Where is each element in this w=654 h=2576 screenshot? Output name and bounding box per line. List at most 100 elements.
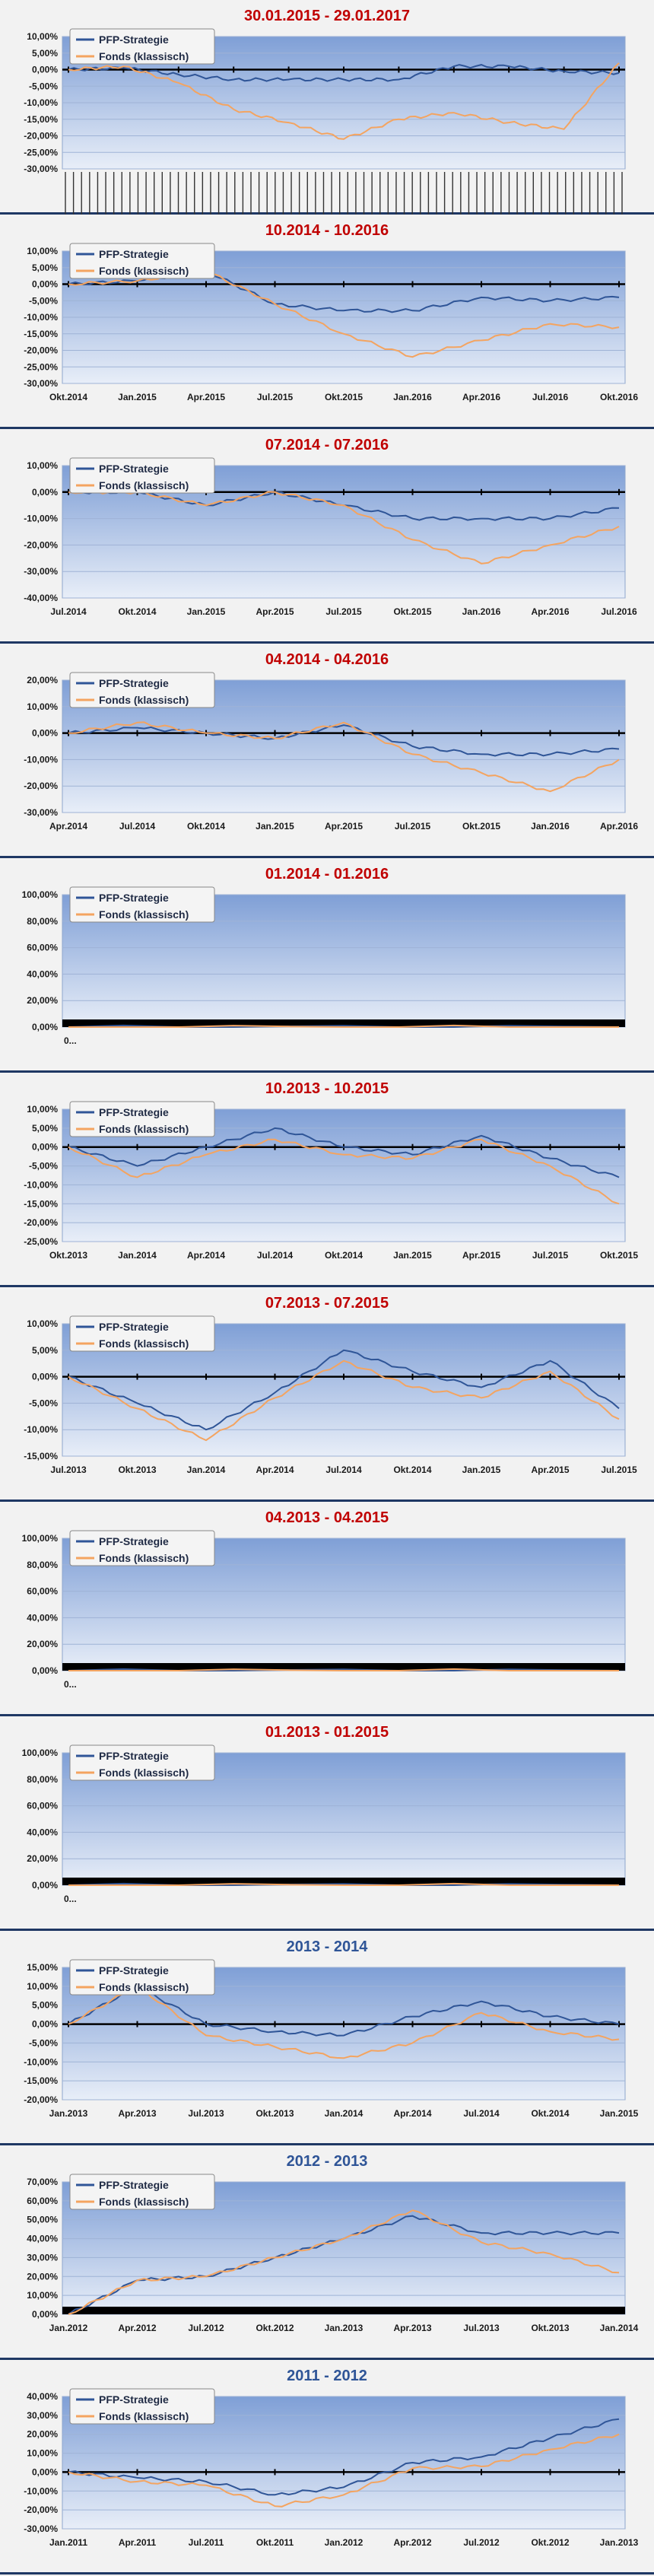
legend: PFP-Strategie Fonds (klassisch) [69,28,215,65]
y-tick-label: 0,00% [32,2309,58,2320]
y-tick-label: 10,00% [27,701,58,712]
x-tick-label: Apr.2015 [187,392,225,402]
x-tick-label: Okt.2014 [118,606,156,617]
legend-box [69,672,215,708]
series-line-pfp-strategie [68,64,620,82]
y-tick-label: -30,00% [24,807,58,818]
legend: PFP-Strategie Fonds (klassisch) [69,2174,215,2210]
y-tick-label: 0,00% [32,728,58,739]
y-tick-label: 10,00% [27,1104,58,1115]
y-tick-label: 80,00% [27,916,58,927]
y-tick-label: -10,00% [24,1424,58,1435]
y-tick-label: 0,00% [32,279,58,290]
chart-svg: 100,00% 80,00% 60,00% 40,00% 20,00% 0,00% 0...… [22,886,626,1046]
legend-label: Fonds (klassisch) [99,1552,189,1564]
x-tick-label: 0... [64,1894,77,1904]
x-tick-label: Jul.2013 [188,2108,224,2119]
x-tick-label: Apr.2014 [256,1465,294,1475]
y-tick-label: -40,00% [24,593,58,603]
y-tick-label: 5,00% [32,1345,58,1356]
y-tick-label: -20,00% [24,781,58,791]
x-tick-label: 0... [64,1035,77,1046]
y-tick-label: 100,00% [22,1748,59,1758]
x-tick-label: Apr.2013 [393,2323,431,2333]
y-tick-label: 30,00% [27,2410,58,2421]
y-tick-label: -30,00% [24,566,58,577]
chart-svg: 10,00% 5,00% 0,00% -5,00% -10,00% -15,00% -20,… [24,28,626,215]
legend: PFP-Strategie Fonds (klassisch) [69,1744,215,1781]
y-tick-label: 20,00% [27,1853,58,1864]
y-tick-label: 5,00% [32,2000,58,2011]
x-tick-label: Okt.2015 [325,392,363,402]
chart-svg: 40,00% 30,00% 20,00% 10,00% 0,00% -10,00% -20,… [24,2388,639,2548]
legend-box [69,2388,215,2425]
chart-title: 01.2013 - 01.2015 [265,1724,389,1741]
y-tick-label: 80,00% [27,1560,58,1570]
chart-panel: 100,00% 80,00% 60,00% 40,00% 20,00% 0,00% 0...… [0,1716,654,1931]
y-tick-label: 60,00% [27,2196,58,2206]
chart-svg: 10,00% 5,00% 0,00% -5,00% -10,00% -15,00% -20,… [24,1101,638,1261]
x-tick-label: Okt.2014 [393,1465,431,1475]
chart-svg: 10,00% 0,00% -10,00% -20,00% -30,00% -40,00% J… [24,457,637,617]
y-tick-label: -20,00% [24,539,58,550]
legend-label: Fonds (klassisch) [99,50,189,62]
x-tick-label: Jan.2016 [462,606,501,617]
y-tick-label: 10,00% [27,31,58,42]
x-tick-label: Jan.2014 [325,2108,364,2119]
x-tick-label: Jan.2013 [325,2323,364,2333]
x-tick-label: Okt.2013 [49,1250,87,1261]
x-tick-label: Apr.2013 [118,2108,156,2119]
x-tick-label: Okt.2013 [256,2108,294,2119]
y-tick-label: -10,00% [24,754,58,765]
y-tick-label: 60,00% [27,943,58,953]
x-tick-label: Apr.2015 [325,821,363,832]
x-tick-label: Jan.2015 [118,392,157,402]
x-tick-label: Okt.2016 [600,392,638,402]
legend-label: PFP-Strategie [99,1964,169,1977]
chart-panel: 10,00% 0,00% -10,00% -20,00% -30,00% -40,00% J… [0,429,654,644]
x-tick-label: Jan.2014 [118,1250,157,1261]
y-tick-label: -30,00% [24,164,58,174]
legend-box [69,2174,215,2210]
chart-title: 2012 - 2013 [286,2153,368,2170]
chart-panel: 10,00% 5,00% 0,00% -5,00% -10,00% -15,00% -20,… [0,1073,654,1287]
legend-label: Fonds (klassisch) [99,2410,189,2422]
legend-box [69,1744,215,1781]
legend-label: PFP-Strategie [99,2179,169,2191]
x-tick-label: Jan.2012 [49,2323,88,2333]
y-tick-label: 50,00% [27,2215,58,2225]
x-tick-label: Jul.2015 [601,1465,637,1475]
legend: PFP-Strategie Fonds (klassisch) [69,2388,215,2425]
y-tick-label: -20,00% [24,1217,58,1228]
x-tick-label: Okt.2014 [531,2108,569,2119]
legend-label: Fonds (klassisch) [99,694,189,706]
y-tick-label: 0,00% [32,1665,58,1676]
chart-title: 2011 - 2012 [287,2368,367,2384]
series-line-fonds-klassisch [68,721,620,793]
x-tick-label: Jul.2014 [50,606,87,617]
y-tick-label: 100,00% [22,1533,59,1544]
x-tick-label: Okt.2013 [531,2323,569,2333]
y-tick-label: 40,00% [27,1612,58,1623]
legend-label: Fonds (klassisch) [99,1981,189,1993]
legend: PFP-Strategie Fonds (klassisch) [69,886,215,923]
y-tick-label: -10,00% [24,1179,58,1190]
x-tick-label: Okt.2015 [393,606,431,617]
series-line-fonds-klassisch [68,1668,619,1671]
legend-box [69,243,215,279]
chart-panel: 70,00% 60,00% 50,00% 40,00% 30,00% 20,00% 10,0… [0,2145,654,2360]
y-tick-label: 10,00% [27,460,58,471]
series-line-fonds-klassisch [68,2433,620,2508]
legend-box [69,1315,215,1352]
chart-title: 30.01.2015 - 29.01.2017 [244,8,410,24]
legend: PFP-Strategie Fonds (klassisch) [69,1530,215,1566]
legend-box [69,886,215,923]
x-tick-label: Jul.2015 [532,1250,569,1261]
x-tick-label: Jan.2016 [393,392,432,402]
x-tick-label: Jan.2015 [256,821,294,832]
y-tick-label: 5,00% [32,48,58,59]
x-tick-label: Okt.2013 [118,1465,156,1475]
series-line-fonds-klassisch [68,1024,619,1028]
chart-svg: 15,00% 10,00% 5,00% 0,00% -5,00% -10,00% -15,0… [24,1959,639,2119]
